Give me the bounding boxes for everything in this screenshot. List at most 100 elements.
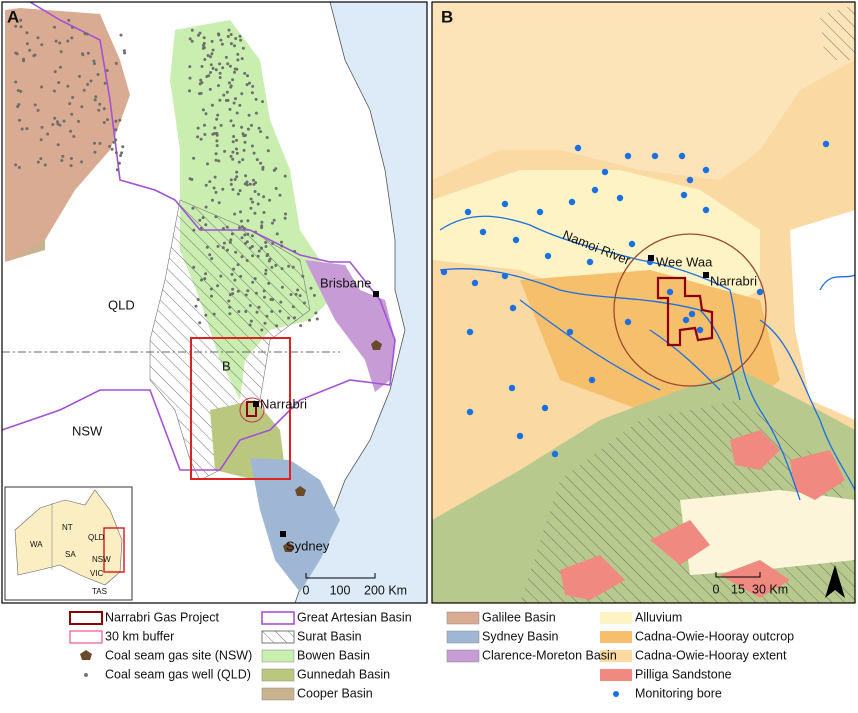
gas-well xyxy=(232,135,236,138)
gas-well xyxy=(218,62,222,66)
scale-label: 0 xyxy=(713,582,720,596)
gas-well xyxy=(205,75,209,78)
gas-well xyxy=(228,107,232,111)
gas-well xyxy=(108,144,112,148)
gas-well xyxy=(278,193,282,197)
gas-well xyxy=(253,211,257,215)
legend-label: Pilliga Sandstone xyxy=(635,667,732,681)
gas-well xyxy=(242,148,246,152)
gas-well xyxy=(229,238,233,242)
gas-well xyxy=(271,221,274,225)
gas-well xyxy=(199,226,203,230)
great-artesian-basin xyxy=(2,2,396,471)
legend-labels: Narrabri Gas Project 30 km buffer Coal sea… xyxy=(105,610,794,700)
monitoring-bore xyxy=(479,228,487,236)
gas-well xyxy=(123,51,127,55)
gas-well xyxy=(93,98,97,102)
monitoring-bore xyxy=(466,408,474,416)
gas-well xyxy=(241,132,245,136)
monitoring-bore xyxy=(516,432,524,440)
gas-well xyxy=(216,113,220,117)
gas-well xyxy=(251,84,255,88)
gas-well xyxy=(211,198,214,202)
gas-well xyxy=(15,52,19,56)
town-label: Narrabri xyxy=(710,273,757,288)
gas-well xyxy=(208,55,212,59)
gas-well xyxy=(78,74,81,78)
gas-well xyxy=(274,187,278,190)
project xyxy=(246,401,257,417)
gas-well xyxy=(60,159,64,162)
gas-well xyxy=(72,135,76,138)
state-label: QLD xyxy=(108,297,135,312)
gas-well xyxy=(284,212,287,216)
gas-well xyxy=(201,108,205,112)
gas-well xyxy=(51,123,55,126)
gas-well xyxy=(204,183,208,187)
blank-area xyxy=(790,210,855,420)
buffer xyxy=(239,397,265,423)
legend-swatch xyxy=(69,630,103,644)
inset-label: SA xyxy=(65,550,76,559)
gas-well xyxy=(242,227,246,230)
legend-label: Monitoring bore xyxy=(635,686,722,700)
gas-well xyxy=(229,33,233,36)
gas-well xyxy=(54,39,58,43)
legend-swatch xyxy=(69,611,103,625)
scale-label: 200 Km xyxy=(364,583,407,597)
gas-well xyxy=(240,219,243,223)
gas-well xyxy=(226,62,230,66)
panel-frame xyxy=(1,1,428,604)
gas-well xyxy=(190,39,194,43)
gas-well xyxy=(257,249,261,253)
gas-well xyxy=(293,249,297,253)
legend-swatch xyxy=(261,687,295,701)
gas-well xyxy=(248,246,252,250)
inset-label: NSW xyxy=(92,555,111,564)
monitoring-bore xyxy=(509,304,517,312)
gas-well xyxy=(233,212,237,216)
gas-well xyxy=(215,144,219,148)
gas-well xyxy=(56,143,60,147)
gas-well xyxy=(236,192,240,196)
gas-well xyxy=(238,189,242,193)
gas-well xyxy=(265,314,269,318)
gas-well xyxy=(43,163,47,167)
town-marker xyxy=(648,255,654,261)
gas-well xyxy=(14,24,18,28)
gas-well xyxy=(204,313,208,317)
gas-well xyxy=(221,66,225,70)
gas-well xyxy=(241,158,245,162)
gas-well xyxy=(118,118,122,122)
gas-well xyxy=(59,50,63,54)
gas-well xyxy=(236,263,240,267)
gas-well xyxy=(262,211,266,214)
gas-well xyxy=(315,317,319,321)
gas-well xyxy=(103,81,107,85)
gas-well xyxy=(230,272,234,276)
gas-well xyxy=(237,310,241,313)
gas-well xyxy=(198,82,202,86)
gas-well xyxy=(208,180,212,184)
gas-well xyxy=(243,140,247,144)
panel-label: B xyxy=(441,7,453,26)
gas-well xyxy=(229,119,233,123)
monitoring-bore xyxy=(544,252,552,260)
gas-well xyxy=(262,289,266,293)
area-b-box xyxy=(190,337,291,480)
gas-well xyxy=(231,157,235,161)
gas-well xyxy=(251,280,255,284)
gas-well xyxy=(240,255,244,259)
gas-well xyxy=(98,141,102,145)
gas-well xyxy=(255,158,259,162)
box-label: B xyxy=(222,358,231,373)
gas-well xyxy=(57,81,61,85)
gas-well xyxy=(114,138,118,142)
monitoring-bore xyxy=(586,258,594,266)
legend-label: Surat Basin xyxy=(297,629,362,643)
legend-swatch xyxy=(600,669,632,681)
inset-label: TAS xyxy=(92,587,107,596)
gas-well xyxy=(250,245,254,248)
gas-well xyxy=(14,80,18,84)
